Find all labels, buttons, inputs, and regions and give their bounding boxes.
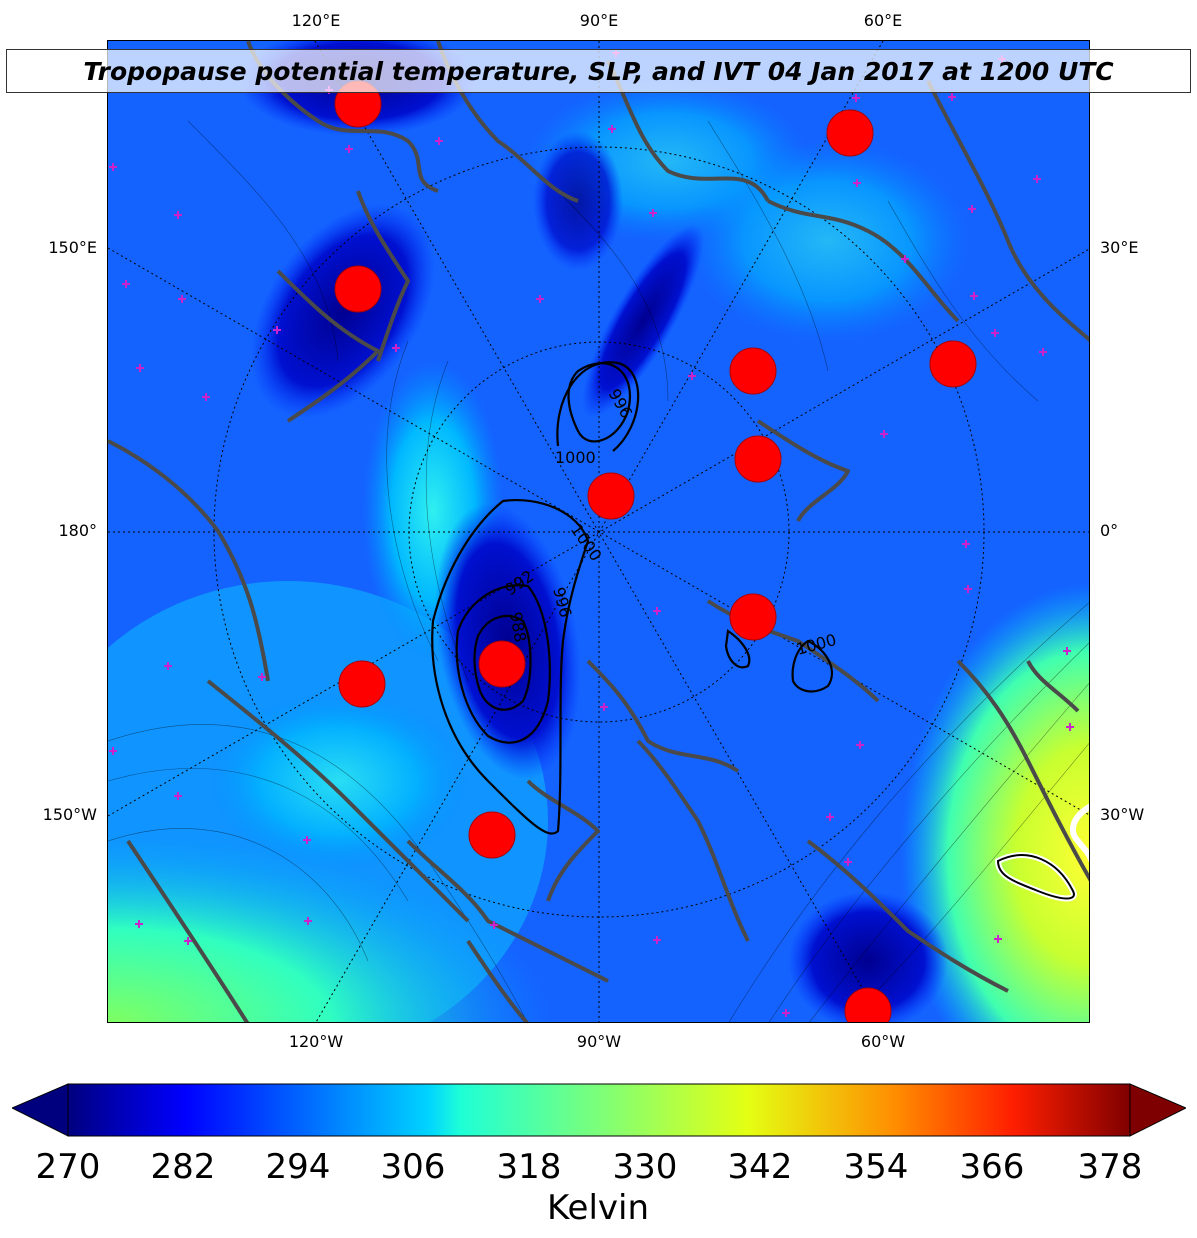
colorbar-tick: 318 bbox=[496, 1147, 562, 1187]
colorbar bbox=[10, 1080, 1188, 1142]
colorbar-min-extend bbox=[10, 1083, 69, 1137]
station-markers bbox=[109, 49, 1074, 1017]
theta-field-cyan-south bbox=[208, 691, 468, 871]
dot-center bbox=[587, 472, 635, 520]
theta-contours bbox=[108, 120, 1089, 1022]
colorbar-tick: 330 bbox=[612, 1147, 678, 1187]
coastlines bbox=[108, 41, 1089, 1022]
trough-north bbox=[582, 224, 704, 418]
dot-northeast-center bbox=[734, 435, 782, 483]
theta-field-cyan-ne bbox=[688, 141, 968, 341]
colorbar-tick: 354 bbox=[843, 1147, 909, 1187]
ivt-contours-outline bbox=[996, 854, 1075, 900]
page-title: Tropopause potential temperature, SLP, a… bbox=[83, 56, 1114, 86]
colorbar-svg bbox=[10, 1083, 1188, 1137]
lon-label-left: 150°W bbox=[42, 805, 97, 824]
lon-label-bottom: 90°W bbox=[576, 1032, 622, 1051]
colorbar-tick: 378 bbox=[1077, 1147, 1143, 1187]
dot-ne bbox=[826, 109, 874, 157]
slp-contours bbox=[431, 361, 834, 835]
title-box: Tropopause potential temperature, SLP, a… bbox=[6, 49, 1191, 93]
dot-e bbox=[929, 340, 977, 388]
colorbar-tick: 294 bbox=[265, 1147, 331, 1187]
dot-w bbox=[334, 265, 382, 313]
colorbar-label: Kelvin bbox=[546, 1188, 650, 1228]
lon-label-right: 0° bbox=[1100, 521, 1119, 540]
map-canvas: 996 1000 1000 992 996 988 1000 bbox=[108, 41, 1089, 1022]
lon-label-top: 90°E bbox=[579, 11, 619, 30]
colorbar-tick: 342 bbox=[727, 1147, 793, 1187]
lon-label-bottom: 60°W bbox=[860, 1032, 906, 1051]
lon-label-left: 180° bbox=[58, 521, 97, 540]
lon-label-right: 30°E bbox=[1100, 238, 1139, 257]
dot-south-edge bbox=[844, 987, 892, 1022]
map-panel: 996 1000 1000 992 996 988 1000 bbox=[107, 40, 1090, 1023]
colorbar-tick: 366 bbox=[959, 1147, 1025, 1187]
dot-south bbox=[468, 811, 516, 859]
dot-north-center bbox=[729, 347, 777, 395]
dot-southwest bbox=[338, 660, 386, 708]
lon-label-left: 150°E bbox=[48, 238, 97, 257]
dot-east-center bbox=[729, 593, 777, 641]
colorbar-tick: 270 bbox=[35, 1147, 101, 1187]
colorbar-tick: 306 bbox=[380, 1147, 446, 1187]
lon-label-bottom: 120°W bbox=[288, 1032, 344, 1051]
trough-w bbox=[250, 203, 436, 419]
colorbar-gradient bbox=[67, 1083, 1131, 1137]
lon-label-top: 120°E bbox=[291, 11, 341, 30]
lon-label-top: 60°E bbox=[863, 11, 903, 30]
colorbar-tick: 282 bbox=[150, 1147, 216, 1187]
slp-label: 1000 bbox=[555, 448, 596, 467]
lon-label-right: 30°W bbox=[1100, 805, 1145, 824]
trough-south bbox=[788, 891, 948, 1022]
colorbar-max-extend bbox=[1129, 1083, 1188, 1137]
highlight-dots bbox=[334, 80, 977, 1022]
dot-low-center bbox=[478, 640, 526, 688]
